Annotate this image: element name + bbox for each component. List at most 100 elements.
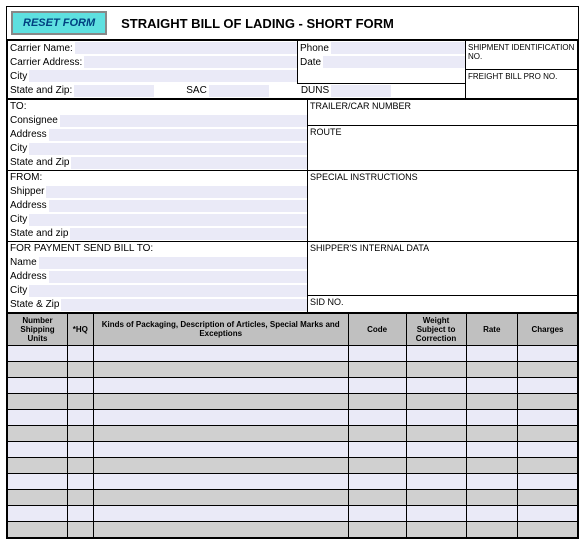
items-cell[interactable]	[348, 441, 406, 457]
items-cell[interactable]	[348, 377, 406, 393]
carrier-name-input[interactable]	[75, 42, 297, 54]
items-cell[interactable]	[466, 345, 517, 361]
carrier-address-input[interactable]	[84, 56, 297, 68]
items-cell[interactable]	[68, 441, 94, 457]
items-cell[interactable]	[466, 521, 517, 537]
items-cell[interactable]	[406, 393, 466, 409]
items-cell[interactable]	[93, 457, 348, 473]
items-cell[interactable]	[8, 393, 68, 409]
items-cell[interactable]	[406, 377, 466, 393]
items-cell[interactable]	[517, 521, 577, 537]
items-cell[interactable]	[406, 425, 466, 441]
items-cell[interactable]	[8, 457, 68, 473]
items-cell[interactable]	[517, 345, 577, 361]
items-cell[interactable]	[466, 425, 517, 441]
reset-button[interactable]: RESET FORM	[11, 11, 107, 35]
items-cell[interactable]	[348, 505, 406, 521]
items-cell[interactable]	[93, 473, 348, 489]
items-cell[interactable]	[517, 489, 577, 505]
consignee-input[interactable]	[60, 115, 307, 127]
items-cell[interactable]	[8, 489, 68, 505]
items-cell[interactable]	[8, 521, 68, 537]
items-cell[interactable]	[8, 505, 68, 521]
items-cell[interactable]	[348, 425, 406, 441]
from-address-input[interactable]	[49, 200, 307, 212]
items-cell[interactable]	[8, 425, 68, 441]
items-cell[interactable]	[406, 361, 466, 377]
items-cell[interactable]	[8, 473, 68, 489]
items-cell[interactable]	[406, 489, 466, 505]
duns-input[interactable]	[331, 85, 391, 97]
items-cell[interactable]	[406, 457, 466, 473]
to-city-input[interactable]	[29, 143, 307, 155]
payment-name-input[interactable]	[39, 257, 307, 269]
items-cell[interactable]	[348, 473, 406, 489]
items-cell[interactable]	[517, 393, 577, 409]
items-cell[interactable]	[93, 521, 348, 537]
payment-city-input[interactable]	[29, 285, 307, 297]
items-cell[interactable]	[93, 505, 348, 521]
date-input[interactable]	[323, 56, 465, 68]
items-cell[interactable]	[406, 345, 466, 361]
items-cell[interactable]	[68, 521, 94, 537]
items-cell[interactable]	[517, 409, 577, 425]
items-cell[interactable]	[93, 377, 348, 393]
items-cell[interactable]	[348, 345, 406, 361]
items-cell[interactable]	[8, 409, 68, 425]
items-cell[interactable]	[466, 441, 517, 457]
from-city-input[interactable]	[29, 214, 307, 226]
items-cell[interactable]	[68, 393, 94, 409]
payment-statezip-input[interactable]	[61, 299, 307, 311]
items-cell[interactable]	[93, 361, 348, 377]
items-cell[interactable]	[68, 377, 94, 393]
items-cell[interactable]	[93, 409, 348, 425]
items-cell[interactable]	[466, 505, 517, 521]
items-cell[interactable]	[93, 489, 348, 505]
items-cell[interactable]	[466, 489, 517, 505]
from-statezip-input[interactable]	[70, 228, 307, 240]
items-cell[interactable]	[466, 409, 517, 425]
items-cell[interactable]	[406, 473, 466, 489]
items-cell[interactable]	[406, 505, 466, 521]
items-cell[interactable]	[466, 393, 517, 409]
items-cell[interactable]	[8, 345, 68, 361]
items-cell[interactable]	[348, 361, 406, 377]
items-cell[interactable]	[8, 361, 68, 377]
items-cell[interactable]	[348, 393, 406, 409]
items-cell[interactable]	[348, 409, 406, 425]
items-cell[interactable]	[8, 441, 68, 457]
items-cell[interactable]	[68, 457, 94, 473]
items-cell[interactable]	[517, 473, 577, 489]
items-cell[interactable]	[93, 425, 348, 441]
items-cell[interactable]	[517, 457, 577, 473]
items-cell[interactable]	[93, 345, 348, 361]
items-cell[interactable]	[517, 361, 577, 377]
items-cell[interactable]	[466, 473, 517, 489]
items-cell[interactable]	[68, 505, 94, 521]
to-statezip-input[interactable]	[71, 157, 307, 169]
items-cell[interactable]	[348, 521, 406, 537]
items-cell[interactable]	[348, 489, 406, 505]
items-cell[interactable]	[348, 457, 406, 473]
items-cell[interactable]	[68, 425, 94, 441]
items-cell[interactable]	[93, 441, 348, 457]
items-cell[interactable]	[68, 409, 94, 425]
sac-input[interactable]	[209, 85, 269, 97]
items-cell[interactable]	[517, 441, 577, 457]
items-cell[interactable]	[68, 361, 94, 377]
items-cell[interactable]	[406, 409, 466, 425]
items-cell[interactable]	[406, 521, 466, 537]
items-cell[interactable]	[8, 377, 68, 393]
items-cell[interactable]	[68, 473, 94, 489]
items-cell[interactable]	[93, 393, 348, 409]
items-cell[interactable]	[517, 377, 577, 393]
payment-address-input[interactable]	[49, 271, 307, 283]
items-cell[interactable]	[68, 345, 94, 361]
shipper-input[interactable]	[46, 186, 307, 198]
phone-input[interactable]	[331, 42, 465, 54]
carrier-city-input[interactable]	[29, 70, 297, 82]
state-zip-input[interactable]	[74, 85, 154, 97]
items-cell[interactable]	[517, 505, 577, 521]
items-cell[interactable]	[68, 489, 94, 505]
items-cell[interactable]	[517, 425, 577, 441]
